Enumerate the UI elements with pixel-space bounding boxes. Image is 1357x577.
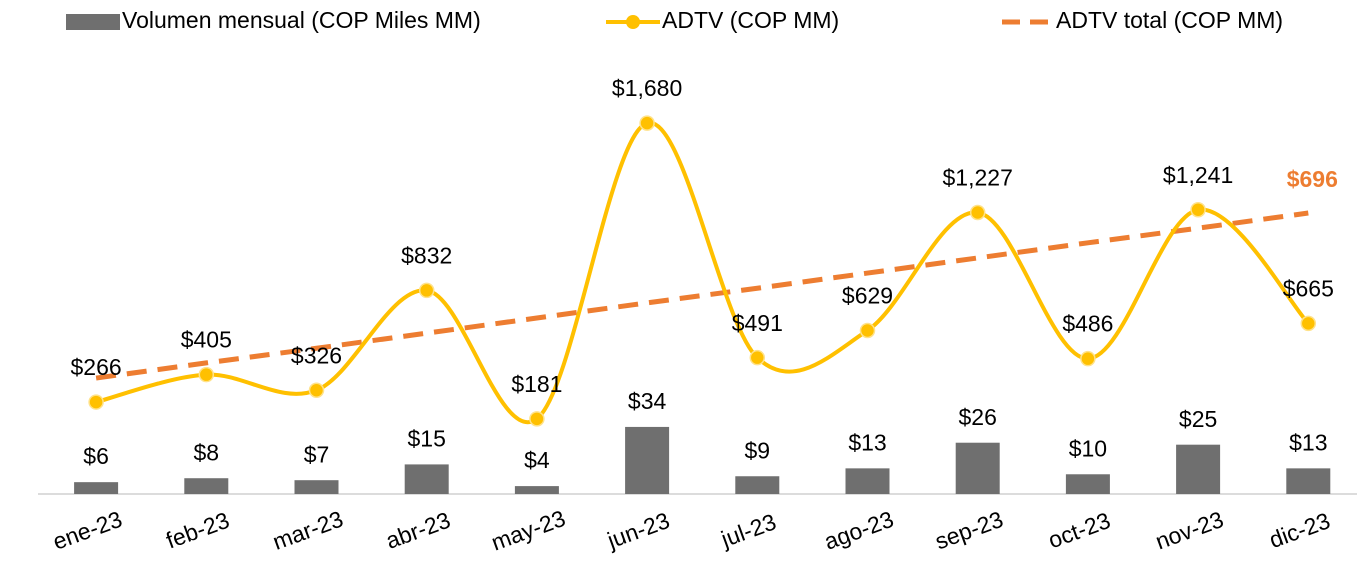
bar-value-label: $25 <box>1179 406 1217 432</box>
bar <box>404 464 449 494</box>
x-tick-label: mar-23 <box>269 506 346 555</box>
line-value-label: $665 <box>1283 275 1334 301</box>
bar <box>1176 444 1221 494</box>
bar-value-label: $34 <box>628 388 667 414</box>
x-tick-label: abr-23 <box>382 507 453 554</box>
x-tick-label: oct-23 <box>1045 507 1114 553</box>
bar <box>625 426 670 494</box>
x-tick-label: may-23 <box>488 505 569 556</box>
bar <box>955 442 1000 494</box>
line-marker <box>859 322 876 339</box>
line-marker <box>308 382 325 398</box>
line-marker <box>88 394 104 410</box>
trend-line <box>95 210 1309 381</box>
line-marker <box>1190 201 1206 218</box>
bar <box>294 480 339 494</box>
x-tick-label: dic-23 <box>1266 507 1334 553</box>
bar <box>1286 468 1331 494</box>
line-marker <box>969 204 986 221</box>
x-tick-label: sep-23 <box>932 506 1007 554</box>
legend-swatch <box>626 15 640 29</box>
bar-value-label: $9 <box>745 437 771 463</box>
legend-label: ADTV total (COP MM) <box>1056 7 1283 33</box>
line-value-label: $486 <box>1062 311 1113 337</box>
x-tick-label: feb-23 <box>163 507 233 554</box>
line-marker <box>639 115 655 131</box>
bar-value-label: $13 <box>848 429 886 455</box>
x-tick-label: ago-23 <box>821 506 897 555</box>
line-value-label: $629 <box>842 283 893 309</box>
bar <box>845 468 890 494</box>
bar <box>184 478 229 494</box>
x-tick-label: ene-23 <box>49 506 125 555</box>
bar-value-label: $7 <box>304 441 330 467</box>
line-marker <box>1080 350 1096 367</box>
line-marker <box>1300 315 1317 332</box>
line-value-label: $405 <box>181 327 232 353</box>
line-value-label: $832 <box>401 242 452 268</box>
x-tick-label: nov-23 <box>1152 506 1227 554</box>
bar-value-label: $6 <box>83 443 109 469</box>
bar <box>1065 474 1110 494</box>
x-tick-label: jul-23 <box>717 508 780 552</box>
bar <box>735 476 780 494</box>
line-value-label: $1,680 <box>612 75 682 101</box>
line-value-label: $491 <box>732 310 783 336</box>
bar-value-label: $4 <box>524 447 550 473</box>
bar-value-label: $10 <box>1069 435 1107 461</box>
line-marker <box>198 366 215 383</box>
line-value-label: $1,227 <box>943 165 1013 191</box>
line-value-label: $266 <box>71 354 122 380</box>
trend-value-label: $696 <box>1287 166 1338 192</box>
line-value-label: $1,241 <box>1163 162 1233 188</box>
bar <box>74 482 119 494</box>
bar-value-label: $8 <box>194 439 220 465</box>
line-value-label: $326 <box>291 342 342 368</box>
bar-value-label: $26 <box>959 404 997 430</box>
legend-label: Volumen mensual (COP Miles MM) <box>122 7 481 33</box>
bar <box>514 486 559 494</box>
legend-swatch <box>66 14 120 30</box>
line-value-label: $181 <box>511 371 562 397</box>
legend-label: ADTV (COP MM) <box>662 7 839 33</box>
bar-value-label: $13 <box>1289 429 1327 455</box>
bar-value-label: $15 <box>408 425 446 451</box>
line <box>95 121 1310 425</box>
line-marker <box>749 349 766 366</box>
line-marker <box>529 411 545 427</box>
x-tick-label: jun-23 <box>603 507 673 554</box>
line-marker <box>418 282 435 299</box>
